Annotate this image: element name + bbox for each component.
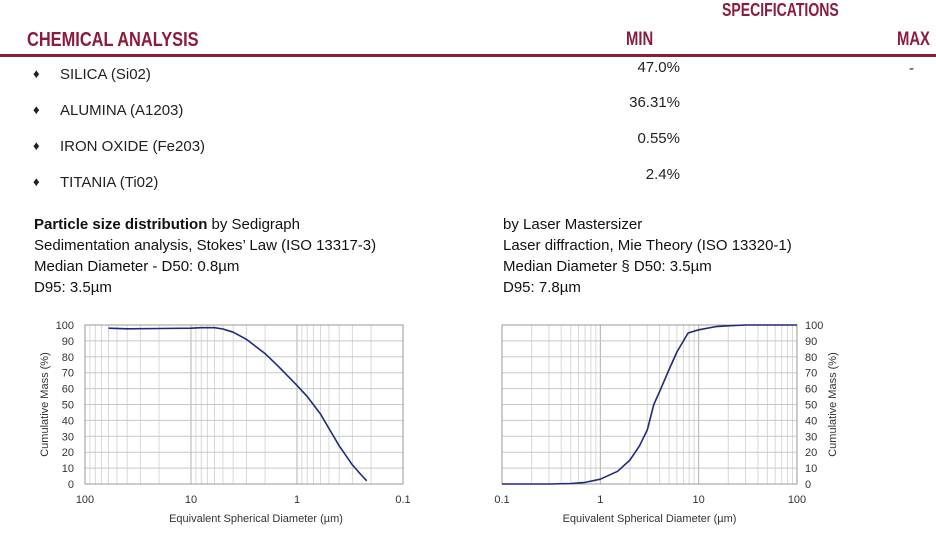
y-tick-label: 0 [805, 479, 811, 491]
x-tick-label: 100 [76, 494, 94, 506]
compound-name: ALUMINA (A1203) [60, 102, 184, 119]
y-tick-label: 90 [62, 336, 74, 348]
mastersizer-d50: Median Diameter § D50: 3.5µm [503, 258, 712, 275]
y-tick-label: 60 [805, 384, 817, 396]
y-tick-label: 70 [62, 368, 74, 380]
x-tick-label: 1 [597, 494, 603, 506]
bullet-icon: ♦ [33, 102, 40, 117]
x-tick-label: 10 [693, 494, 705, 506]
compound-name: TITANIA (Ti02) [60, 174, 159, 191]
mastersizer-description: by Laser Mastersizer Laser diffraction, … [503, 214, 792, 298]
y-tick-label: 80 [805, 352, 817, 364]
y-tick-label: 100 [56, 320, 74, 332]
mastersizer-d95: D95: 7.8µm [503, 279, 581, 296]
compound-name: SILICA (Si02) [60, 66, 151, 83]
x-tick-label: 0.1 [494, 494, 509, 506]
y-tick-label: 20 [62, 447, 74, 459]
psd-heading-bold: Particle size distribution [34, 216, 208, 233]
min-value: 0.55% [637, 130, 680, 147]
bullet-icon: ♦ [33, 174, 40, 189]
x-axis-label: Equivalent Spherical Diameter (µm) [169, 513, 343, 525]
y-tick-label: 80 [62, 352, 74, 364]
y-tick-label: 50 [62, 400, 74, 412]
min-column-header: MIN [626, 29, 654, 50]
y-tick-label: 90 [805, 336, 817, 348]
x-tick-label: 0.1 [395, 494, 410, 506]
compound-name: IRON OXIDE (Fe203) [60, 138, 206, 155]
min-value: 47.0% [637, 59, 680, 76]
y-tick-label: 20 [805, 447, 817, 459]
cumulative-mass-curve [502, 324, 797, 485]
cumulative-mass-curve [108, 326, 368, 482]
y-axis-label: Cumulative Mass (%) [827, 352, 839, 457]
max-value: - [909, 60, 914, 77]
plot-frame [84, 324, 404, 485]
bullet-icon: ♦ [33, 138, 40, 153]
y-tick-label: 30 [805, 431, 817, 443]
sedigraph-d50: Median Diameter - D50: 0.8µm [34, 258, 240, 275]
min-value: 2.4% [645, 166, 680, 183]
chemical-analysis-header [0, 26, 936, 57]
y-tick-label: 30 [62, 431, 74, 443]
max-column-header: MAX [897, 29, 930, 50]
y-tick-label: 40 [62, 415, 74, 427]
mastersizer-heading: by Laser Mastersizer [503, 216, 643, 233]
x-tick-label: 100 [788, 494, 806, 506]
y-tick-label: 10 [62, 463, 74, 475]
y-tick-label: 10 [805, 463, 817, 475]
mastersizer-method: Laser diffraction, Mie Theory (ISO 13320… [503, 237, 792, 254]
y-tick-label: 100 [805, 320, 823, 332]
y-tick-label: 60 [62, 384, 74, 396]
x-tick-label: 1 [294, 494, 300, 506]
y-tick-label: 50 [805, 400, 817, 412]
plot-frame [501, 324, 798, 485]
specifications-label: SPECIFICATIONS [722, 0, 839, 20]
sedigraph-method: Sedimentation analysis, Stokes’ Law (ISO… [34, 237, 377, 254]
x-tick-label: 10 [185, 494, 197, 506]
y-axis-label: Cumulative Mass (%) [39, 352, 51, 457]
sedigraph-d95: D95: 3.5µm [34, 279, 112, 296]
sedigraph-description: Particle size distribution by Sedigraph … [34, 214, 376, 298]
bullet-icon: ♦ [33, 66, 40, 81]
y-tick-label: 40 [805, 415, 817, 427]
chemical-analysis-title: CHEMICAL ANALYSIS [27, 29, 199, 51]
y-tick-label: 70 [805, 368, 817, 380]
y-tick-label: 0 [68, 479, 74, 491]
psd-heading-rest: by Sedigraph [207, 216, 300, 233]
min-value: 36.31% [629, 94, 680, 111]
x-axis-label: Equivalent Spherical Diameter (µm) [563, 513, 737, 525]
